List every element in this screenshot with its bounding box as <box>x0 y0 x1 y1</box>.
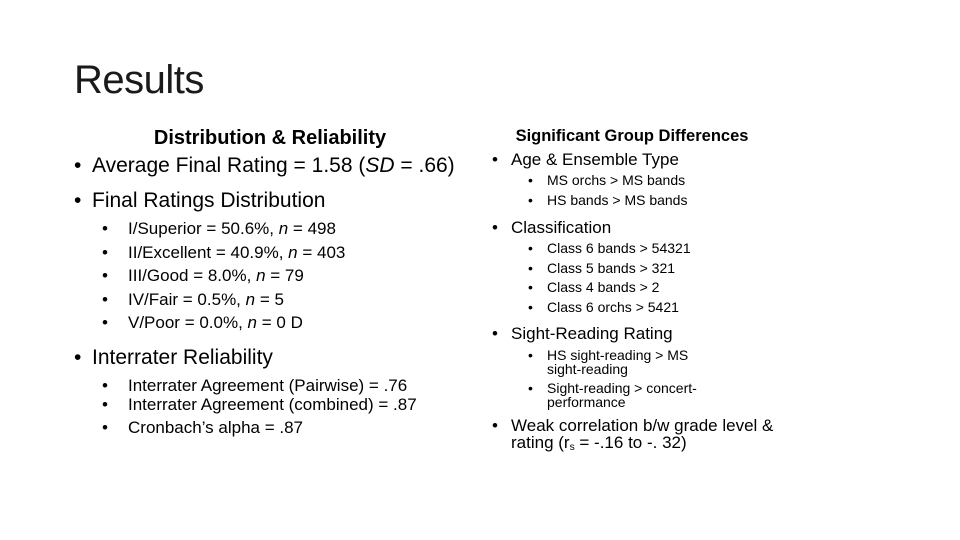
n-value: = 5 <box>255 289 284 309</box>
distribution-label: Final Ratings Distribution <box>92 189 326 212</box>
correlation-prefix: Weak correlation b/w grade level & ratin… <box>511 416 774 452</box>
group-subitem: HS bands > MS bands <box>492 191 802 211</box>
group-item-classification: Classification Class 6 bands > 54321 Cla… <box>492 219 802 317</box>
group-item-age-ensemble: Age & Ensemble Type MS orchs > MS bands … <box>492 151 802 210</box>
dist-label: V/Poor = 0.0%, <box>128 313 248 332</box>
group-subitem: Sight-reading > concert-performance <box>492 381 717 409</box>
slide-title: Results <box>74 58 204 102</box>
n-label: n <box>245 289 256 309</box>
right-bullet-list: Age & Ensemble Type MS orchs > MS bands … <box>492 151 802 456</box>
group-sublist: HS sight-reading > MS sight-reading Sigh… <box>492 348 717 409</box>
group-label: Sight-Reading Rating <box>511 324 673 343</box>
group-subitem: Class 4 bands > 2 <box>492 278 802 298</box>
left-bullet-list: Average Final Rating = 1.58 (SD = .66) F… <box>74 154 474 438</box>
n-label: n <box>247 313 258 332</box>
dist-label: III/Good = 8.0%, <box>128 266 257 285</box>
n-value: = 498 <box>288 219 336 238</box>
avg-rating-prefix: Average Final Rating = 1.58 ( <box>92 154 366 177</box>
dist-label: IV/Fair = 0.5%, <box>128 289 246 309</box>
reliability-row: Cronbach’s alpha = .87 <box>74 418 474 438</box>
group-subitem: MS orchs > MS bands <box>492 171 802 191</box>
distribution-row: II/Excellent = 40.9%, n = 403 <box>74 241 474 265</box>
reliability-row: Interrater Agreement (combined) = .87 <box>74 395 458 414</box>
dist-label: II/Excellent = 40.9%, <box>128 242 289 262</box>
group-label: Classification <box>511 218 612 237</box>
reliability-label: Interrater Reliability <box>92 345 273 369</box>
reliability-list: Interrater Agreement (Pairwise) = .76 In… <box>74 376 474 438</box>
distribution-reliability-column: Distribution & Reliability Average Final… <box>74 124 474 438</box>
reliability-item: Interrater Reliability Interrater Agreem… <box>74 345 474 438</box>
distribution-list: I/Superior = 50.6%, n = 498 II/Excellent… <box>74 217 474 335</box>
group-sublist: MS orchs > MS bands HS bands > MS bands <box>492 171 802 210</box>
n-label: n <box>278 219 289 238</box>
sd-label: SD <box>365 154 395 177</box>
dist-label: I/Superior = 50.6%, <box>128 219 279 238</box>
n-value: = 403 <box>297 242 346 262</box>
reliability-row: Interrater Agreement (Pairwise) = .76 <box>74 376 474 396</box>
distribution-reliability-heading: Distribution & Reliability <box>153 127 387 149</box>
group-label: Age & Ensemble Type <box>511 150 679 169</box>
group-item-sight-reading: Sight-Reading Rating HS sight-reading > … <box>492 325 802 409</box>
distribution-row: I/Superior = 50.6%, n = 498 <box>74 217 474 241</box>
avg-rating-suffix: = .66) <box>394 154 455 177</box>
n-label: n <box>256 266 266 285</box>
group-subitem: Class 6 orchs > 5421 <box>492 298 802 318</box>
average-rating-item: Average Final Rating = 1.58 (SD = .66) <box>74 154 474 177</box>
group-sublist: Class 6 bands > 54321 Class 5 bands > 32… <box>492 239 802 317</box>
n-label: n <box>288 242 298 262</box>
distribution-row: V/Poor = 0.0%, n = 0 D <box>74 311 474 335</box>
group-subitem: Class 6 bands > 54321 <box>492 239 802 259</box>
correlation-subscript: s <box>569 442 575 453</box>
n-value: = 0 D <box>257 313 303 332</box>
group-subitem: Class 5 bands > 321 <box>492 259 802 279</box>
group-subitem: HS sight-reading > MS sight-reading <box>492 348 717 376</box>
distribution-row: IV/Fair = 0.5%, n = 5 <box>74 288 474 312</box>
distribution-item: Final Ratings Distribution I/Superior = … <box>74 189 474 335</box>
distribution-row: III/Good = 8.0%, n = 79 <box>74 264 474 288</box>
group-differences-heading: Significant Group Differences <box>515 127 749 145</box>
correlation-item: Weak correlation b/w grade level & ratin… <box>492 417 791 456</box>
correlation-suffix: = -.16 to -. 32) <box>574 433 687 452</box>
group-differences-column: Significant Group Differences Age & Ense… <box>492 124 802 456</box>
n-value: = 79 <box>265 266 304 285</box>
